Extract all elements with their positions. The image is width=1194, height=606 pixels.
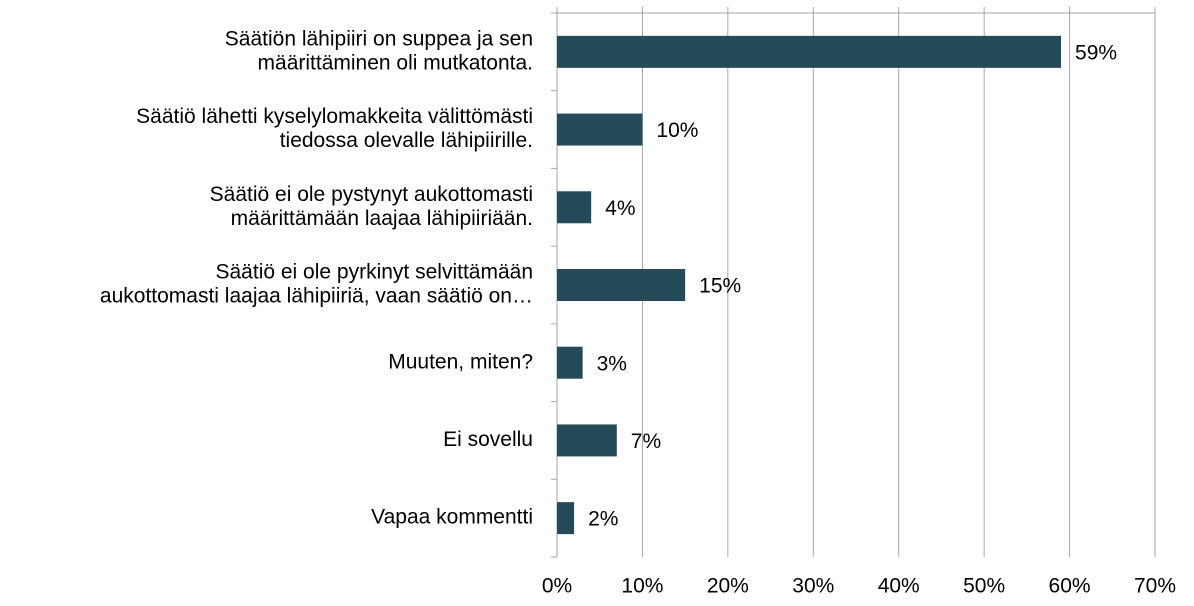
bar [557, 502, 575, 535]
y-tick-label: määrittäminen oli mutkatonta. [258, 51, 533, 74]
bar [557, 346, 583, 379]
x-tick-label: 20% [707, 575, 749, 598]
bar [557, 269, 686, 301]
bar [557, 35, 1062, 68]
value-label: 3% [597, 352, 627, 375]
y-tick-label: tiedossa olevalle lähipiirille. [280, 129, 533, 152]
y-tick-label: Säätiö ei ole pyrkinyt selvittämään [216, 261, 534, 284]
x-tick-label: 30% [792, 575, 834, 598]
x-tick-label: 40% [878, 575, 920, 598]
y-tick-label: määrittämään laajaa lähipiiriään. [231, 207, 533, 230]
bar [557, 113, 643, 146]
y-tick-label: Säätiö lähetti kyselylomakkeita välittöm… [136, 105, 533, 128]
y-tick-label: Vapaa kommentti [371, 506, 533, 529]
value-label: 2% [588, 508, 618, 531]
y-tick-label: Ei sovellu [443, 428, 533, 451]
value-label: 10% [656, 119, 698, 142]
y-tick-label: Muuten, miten? [388, 350, 533, 373]
value-label: 7% [631, 430, 661, 453]
value-label: 59% [1075, 41, 1117, 64]
y-tick-label: Säätiö ei ole pystynyt aukottomasti [210, 183, 533, 206]
bar [557, 191, 592, 224]
x-tick-label: 70% [1134, 575, 1176, 598]
bar [557, 424, 617, 457]
x-tick-label: 0% [542, 575, 572, 598]
x-tick-label: 60% [1049, 575, 1091, 598]
x-tick-label: 10% [621, 575, 663, 598]
y-tick-label: aukottomasti laajaa lähipiiriä, vaan sää… [100, 285, 533, 308]
x-tick-label: 50% [963, 575, 1005, 598]
y-tick-label: Säätiön lähipiiri on suppea ja sen [225, 27, 533, 50]
value-label: 4% [605, 197, 635, 220]
value-label: 15% [699, 275, 741, 298]
